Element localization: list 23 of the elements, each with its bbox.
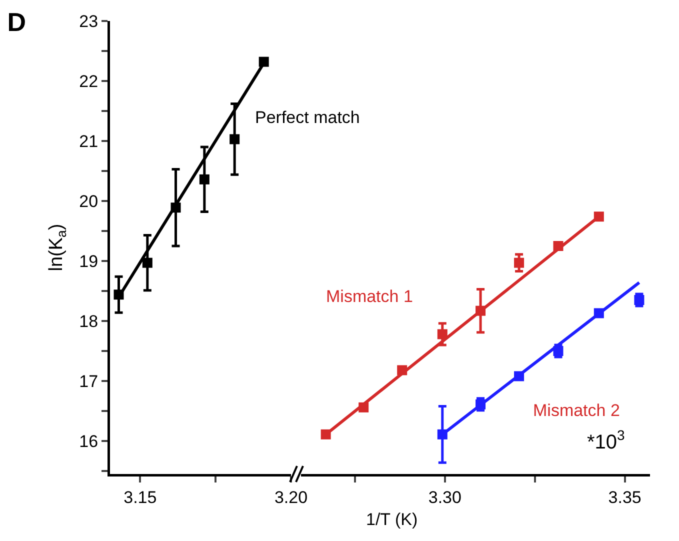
annotation: Perfect match [255,108,360,127]
y-tick-label: 17 [79,372,98,391]
y-tick-label: 18 [79,312,98,331]
y-tick-label: 22 [79,72,98,91]
x-tick-label: 3.20 [274,488,308,507]
point [437,329,448,340]
y-tick-label: 20 [79,192,98,211]
x-axis-title: 1/T (K) [366,510,418,529]
y-tick-label: 23 [79,12,98,31]
x-tick-label: 3.35 [608,488,642,507]
x-tick-label: 3.15 [124,488,157,507]
x-tick-label: 3.30 [428,488,462,507]
point [514,258,524,268]
y-tick-label: 16 [79,432,98,451]
annotation: *10$^{3}$ [587,427,626,454]
point [230,134,240,144]
point [199,174,210,184]
annotation: Mismatch 2 [533,401,620,420]
y-tick-label: 21 [79,132,98,151]
annotation: Mismatch 1 [326,287,413,306]
chart-title: D [7,7,26,38]
y-tick-label: 19 [79,252,98,271]
point [142,258,152,268]
